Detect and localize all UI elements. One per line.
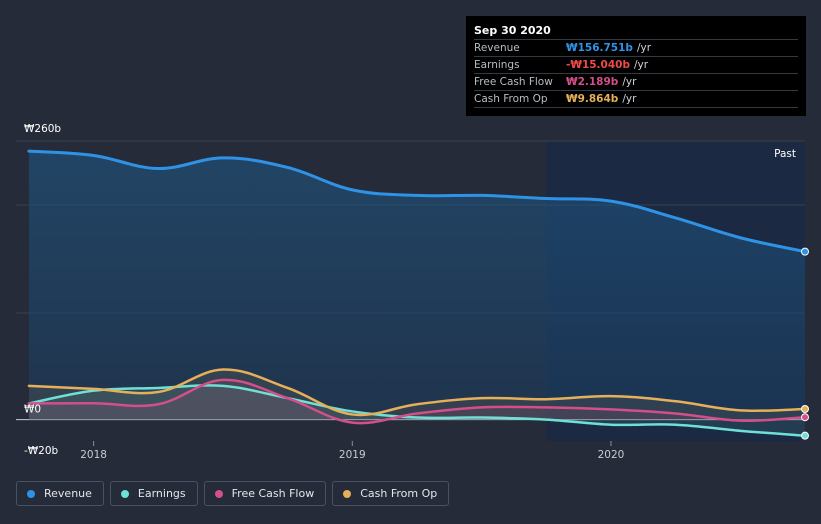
tooltip-value: ₩2.189b	[566, 76, 619, 88]
area-cash-from-op	[28, 369, 805, 420]
y-tick-label: -₩20b	[24, 445, 59, 457]
legend-label: Free Cash Flow	[231, 487, 315, 500]
tooltip-date: Sep 30 2020	[474, 24, 551, 37]
legend-dot-icon	[120, 489, 129, 498]
tooltip-row-cash-from-op: Cash From Op ₩9.864b/yr	[474, 90, 798, 108]
y-axis: ₩260b ₩0 -₩20b	[24, 123, 61, 457]
legend: Revenue Earnings Free Cash Flow Cash From O…	[16, 481, 450, 506]
tooltip-row-free-cash-flow: Free Cash Flow ₩2.189b/yr	[474, 73, 798, 90]
tooltip-unit: /yr	[636, 42, 652, 54]
area-earnings	[28, 385, 805, 436]
tooltip-unit: /yr	[633, 59, 649, 71]
x-tick-label: 2020	[598, 449, 625, 461]
legend-label: Revenue	[44, 487, 92, 500]
x-axis: 2018 2019 2020	[80, 441, 624, 461]
area-free-cash-flow	[28, 379, 805, 424]
series-endpoints[interactable]	[801, 247, 809, 440]
legend-dot-icon	[214, 489, 223, 498]
tooltip-value: -₩15.040b	[566, 59, 630, 71]
series-lines	[27, 149, 807, 437]
legend-item-earnings[interactable]: Earnings	[109, 481, 198, 506]
legend-label: Cash From Op	[360, 487, 438, 500]
tooltip-value: ₩156.751b	[566, 42, 633, 54]
legend-dot-icon	[27, 489, 35, 498]
tooltip-value: ₩9.864b	[566, 93, 619, 105]
line-earnings	[27, 384, 807, 437]
point-revenue[interactable]	[801, 247, 809, 256]
tooltip-label: Revenue	[474, 42, 520, 54]
x-tick-label: 2018	[80, 449, 107, 461]
tooltip-rows: Revenue ₩156.751b/yr Earnings -₩15.040b/yr F…	[474, 39, 798, 108]
tooltip-label: Free Cash Flow	[474, 76, 553, 88]
legend-item-revenue[interactable]: Revenue	[16, 481, 104, 506]
tooltip-row-revenue: Revenue ₩156.751b/yr	[474, 39, 798, 56]
legend-label: Earnings	[137, 487, 186, 500]
x-tick-label: 2019	[339, 449, 366, 461]
tooltip: Sep 30 2020 Revenue ₩156.751b/yr Earnings -…	[466, 16, 806, 116]
series-areas	[28, 151, 805, 436]
line-free-cash-flow	[27, 378, 807, 425]
tooltip-label: Earnings	[474, 59, 520, 71]
area-revenue	[28, 151, 805, 420]
legend-item-cash-from-op[interactable]: Cash From Op	[332, 481, 450, 506]
tooltip-unit: /yr	[622, 93, 637, 105]
line-revenue	[27, 149, 807, 254]
legend-dot-icon	[343, 489, 352, 498]
line-cash-from-op	[27, 368, 807, 417]
y-tick-label: ₩0	[24, 404, 41, 416]
point-cash-from-op[interactable]	[801, 405, 809, 414]
y-tick-label: ₩260b	[24, 123, 61, 135]
point-earnings[interactable]	[801, 431, 809, 440]
past-label: Past	[774, 148, 796, 160]
legend-item-free-cash-flow[interactable]: Free Cash Flow	[203, 481, 327, 506]
tooltip-row-earnings: Earnings -₩15.040b/yr	[474, 56, 798, 73]
tooltip-label: Cash From Op	[474, 93, 548, 105]
tooltip-unit: /yr	[622, 76, 637, 88]
point-free-cash-flow[interactable]	[801, 413, 809, 422]
